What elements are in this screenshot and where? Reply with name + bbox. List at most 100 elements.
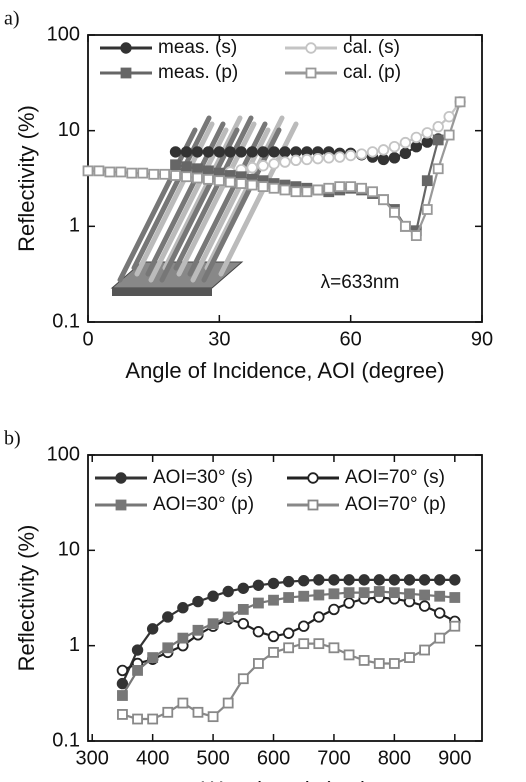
x-tick-label: 90	[471, 328, 493, 350]
data-point	[177, 632, 189, 644]
y-tick-label: 0.1	[52, 310, 80, 332]
data-point	[132, 713, 143, 725]
data-point	[202, 173, 214, 185]
data-point	[207, 618, 219, 630]
series-line	[122, 625, 456, 721]
data-point	[334, 181, 346, 193]
data-point	[237, 604, 249, 615]
data-point	[313, 638, 325, 650]
data-point	[343, 587, 355, 599]
inset-rod	[148, 127, 229, 283]
data-point	[131, 644, 144, 656]
series	[82, 96, 466, 242]
data-point	[257, 146, 269, 158]
data-point	[432, 163, 444, 175]
data-point	[399, 147, 412, 159]
legend-label: AOI=30° (p)	[153, 494, 254, 515]
data-point	[126, 167, 138, 179]
data-point	[257, 181, 269, 193]
data-point	[328, 642, 340, 654]
data-point	[252, 626, 265, 638]
data-point	[373, 658, 385, 669]
data-point	[192, 706, 204, 718]
plot-frame	[87, 34, 483, 323]
data-point	[207, 590, 219, 602]
data-point	[253, 658, 264, 669]
data-point	[313, 611, 325, 623]
data-point	[235, 146, 247, 158]
legend-label: AOI=70° (p)	[345, 494, 446, 515]
legend-marker	[305, 67, 317, 79]
x-tick-label: 800	[378, 747, 411, 769]
data-point	[192, 595, 204, 608]
data-point	[328, 603, 340, 616]
data-point	[388, 658, 400, 669]
data-point	[410, 230, 422, 242]
data-point	[82, 165, 94, 177]
data-point	[421, 127, 433, 139]
data-point	[449, 592, 461, 603]
panel-label: b)	[4, 428, 21, 450]
data-point	[246, 162, 258, 174]
data-point	[399, 220, 411, 232]
data-point	[235, 178, 247, 189]
data-point	[421, 175, 433, 187]
y-tick-label: 1	[69, 634, 80, 656]
data-point	[377, 153, 390, 166]
legend-label: AOI=30° (s)	[153, 467, 253, 488]
data-point	[290, 154, 302, 167]
x-tick-label: 900	[438, 747, 471, 769]
data-point	[282, 627, 295, 639]
data-point	[418, 574, 431, 586]
x-tick-label: 400	[136, 747, 169, 769]
inset-rod	[159, 127, 240, 283]
data-point	[334, 151, 346, 163]
data-point	[148, 168, 160, 180]
x-tick-label: 600	[257, 747, 290, 769]
data-point	[117, 709, 128, 720]
panel-label: a)	[4, 8, 20, 30]
legend-label: cal. (s)	[343, 37, 400, 58]
data-point	[323, 152, 335, 164]
data-point	[268, 594, 279, 606]
data-point	[224, 176, 236, 188]
data-point	[388, 574, 401, 586]
data-point	[115, 166, 127, 178]
data-point	[268, 158, 280, 170]
data-point	[358, 574, 370, 586]
data-point	[345, 181, 357, 193]
data-point	[268, 646, 279, 658]
data-point	[328, 574, 340, 586]
data-point	[181, 171, 192, 183]
data-point	[162, 642, 174, 654]
data-point	[169, 146, 182, 158]
data-point	[313, 574, 325, 586]
data-point	[301, 186, 313, 198]
data-point	[421, 136, 433, 148]
data-point	[116, 664, 129, 677]
legend-marker	[120, 42, 132, 54]
data-point	[279, 184, 291, 196]
data-point	[377, 144, 390, 156]
x-tick-label: 500	[196, 747, 229, 769]
data-point	[410, 140, 423, 153]
legend-marker	[120, 67, 132, 79]
series	[117, 620, 461, 725]
data-point	[279, 146, 291, 158]
data-point	[237, 673, 249, 685]
legend-marker	[307, 472, 319, 484]
data-point	[213, 175, 225, 187]
data-point	[454, 96, 466, 108]
data-point	[222, 697, 234, 709]
data-point	[147, 713, 159, 725]
data-point	[356, 182, 368, 194]
data-point	[191, 146, 204, 158]
data-point	[378, 194, 389, 206]
nanorod-inset	[110, 115, 299, 296]
data-point	[298, 590, 310, 602]
data-point	[246, 146, 258, 158]
data-point	[433, 574, 446, 586]
legend-label: meas. (p)	[158, 62, 238, 83]
inset-rod	[204, 115, 285, 271]
